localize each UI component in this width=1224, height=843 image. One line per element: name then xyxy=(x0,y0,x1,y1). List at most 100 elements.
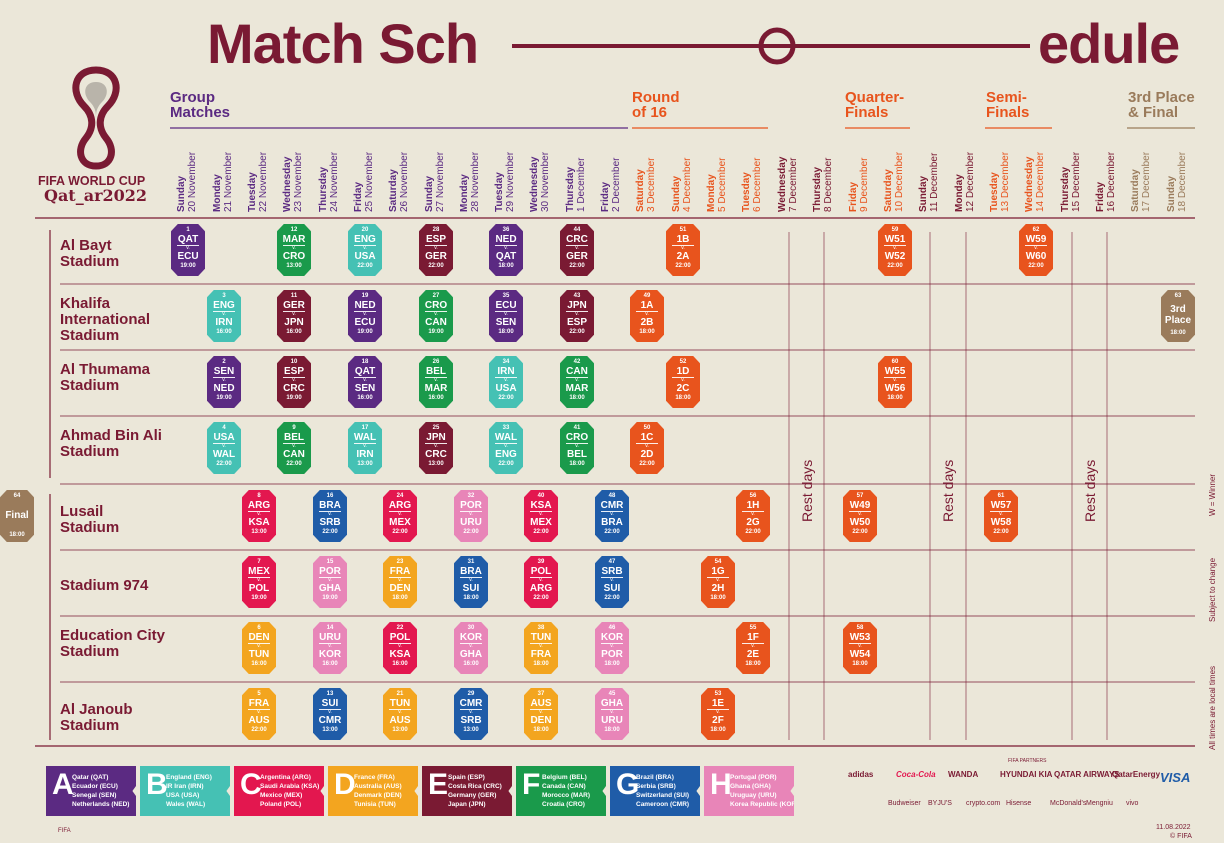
match-card[interactable]: 26 BEL v. MAR 16:00 xyxy=(419,356,453,408)
footer-copyright: © FIFA xyxy=(1170,833,1192,840)
group-team: Korea Republic (KOR) xyxy=(730,801,799,808)
match-card[interactable]: 21 TUN v. AUS 13:00 xyxy=(383,688,417,740)
match-card[interactable]: 59 W51 v. W52 22:00 xyxy=(878,224,912,276)
match-card[interactable]: 25 JPN v. CRC 13:00 xyxy=(419,422,453,474)
match-card[interactable]: 24 ARG v. MEX 22:00 xyxy=(383,490,417,542)
match-card[interactable]: 13 SUI v. CMR 13:00 xyxy=(313,688,347,740)
versus-label: v. xyxy=(495,245,517,251)
versus-label: v. xyxy=(495,311,517,317)
date-day: 30 November xyxy=(540,151,551,212)
date-day: 22 November xyxy=(258,151,269,212)
match-card[interactable]: 54 1G v. 2H 18:00 xyxy=(701,556,735,608)
match-time: 22:00 xyxy=(1028,263,1044,269)
match-card[interactable]: 4 USA v. WAL 22:00 xyxy=(207,422,241,474)
match-card[interactable]: 60 W55 v. W56 18:00 xyxy=(878,356,912,408)
match-time: 19:00 xyxy=(251,595,267,601)
venue-name: Stadium 974 xyxy=(60,577,149,594)
match-card[interactable]: 36 NED v. QAT 18:00 xyxy=(489,224,523,276)
match-card[interactable]: 35 ECU v. SEN 18:00 xyxy=(489,290,523,342)
team-home: W49 xyxy=(849,500,871,511)
match-card[interactable]: 19 NED v. ECU 19:00 xyxy=(348,290,382,342)
match-card[interactable]: 55 1F v. 2E 18:00 xyxy=(736,622,770,674)
match-card[interactable]: 39 POL v. ARG 22:00 xyxy=(524,556,558,608)
match-card[interactable]: 33 WAL v. ENG 22:00 xyxy=(489,422,523,474)
match-card[interactable]: 7 MEX v. POL 19:00 xyxy=(242,556,276,608)
match-card[interactable]: 61 W57 v. W58 22:00 xyxy=(984,490,1018,542)
match-card[interactable]: 3 ENG v. IRN 16:00 xyxy=(207,290,241,342)
title-rail-circle xyxy=(758,27,796,65)
match-card[interactable]: 45 GHA v. URU 18:00 xyxy=(595,688,629,740)
match-card[interactable]: 37 AUS v. DEN 18:00 xyxy=(524,688,558,740)
match-number: 24 xyxy=(396,493,404,499)
match-card[interactable]: 10 ESP v. CRC 19:00 xyxy=(277,356,311,408)
match-card[interactable]: 50 1C v. 2D 22:00 xyxy=(630,422,664,474)
team-home: 1C xyxy=(640,432,654,443)
match-card[interactable]: 9 BEL v. CAN 22:00 xyxy=(277,422,311,474)
match-card[interactable]: 43 JPN v. ESP 22:00 xyxy=(560,290,594,342)
match-time: 22:00 xyxy=(463,529,479,535)
match-card[interactable]: 48 CMR v. BRA 22:00 xyxy=(595,490,629,542)
match-card[interactable]: 8 ARG v. KSA 13:00 xyxy=(242,490,276,542)
match-card[interactable]: 38 TUN v. FRA 18:00 xyxy=(524,622,558,674)
date-day: 9 December xyxy=(859,157,870,212)
team-away: BRA xyxy=(601,517,623,528)
match-card[interactable]: 49 1A v. 2B 18:00 xyxy=(630,290,664,342)
match-card[interactable]: 16 BRA v. SRB 22:00 xyxy=(313,490,347,542)
group-team: Ghana (GHA) xyxy=(730,783,771,790)
match-card[interactable]: 6 DEN v. TUN 16:00 xyxy=(242,622,276,674)
group-team: Ecuador (ECU) xyxy=(72,783,118,790)
match-card[interactable]: 1 QAT v. ECU 19:00 xyxy=(171,224,205,276)
versus-label: v. xyxy=(425,443,447,449)
group-teams: Spain (ESP) Costa Rica (CRC) Germany (GER)… xyxy=(448,773,502,809)
match-card[interactable]: 27 CRO v. CAN 19:00 xyxy=(419,290,453,342)
match-card[interactable]: 29 CMR v. SRB 13:00 xyxy=(454,688,488,740)
team-away: DEN xyxy=(530,715,552,726)
match-time: 22:00 xyxy=(852,529,868,535)
match-number: 6 xyxy=(257,625,261,631)
team-away: W56 xyxy=(884,383,906,394)
date-weekday: Saturday xyxy=(388,169,399,212)
match-card[interactable]: 12 MAR v. CRO 13:00 xyxy=(277,224,311,276)
team-home: W57 xyxy=(990,500,1012,511)
match-card[interactable]: 28 ESP v. GER 22:00 xyxy=(419,224,453,276)
match-card[interactable]: 15 POR v. GHA 19:00 xyxy=(313,556,347,608)
match-card[interactable]: 31 BRA v. SUI 18:00 xyxy=(454,556,488,608)
match-card[interactable]: 30 KOR v. GHA 16:00 xyxy=(454,622,488,674)
match-time: 18:00 xyxy=(392,595,408,601)
match-card[interactable]: 14 URU v. KOR 16:00 xyxy=(313,622,347,674)
match-card[interactable]: 62 W59 v. W60 22:00 xyxy=(1019,224,1053,276)
match-card[interactable]: 40 KSA v. MEX 22:00 xyxy=(524,490,558,542)
match-card[interactable]: 44 CRC v. GER 22:00 xyxy=(560,224,594,276)
venue-name: Ahmad Bin Ali Stadium xyxy=(60,427,162,460)
match-card[interactable]: 51 1B v. 2A 22:00 xyxy=(666,224,700,276)
match-card[interactable]: 64 Final 18:00 xyxy=(0,490,34,542)
match-card[interactable]: 56 1H v. 2G 22:00 xyxy=(736,490,770,542)
match-card[interactable]: 5 FRA v. AUS 22:00 xyxy=(242,688,276,740)
team-away: GHA xyxy=(459,649,483,660)
team-away: CAN xyxy=(283,449,305,460)
versus-label: v. xyxy=(884,245,906,251)
match-number: 22 xyxy=(396,625,404,631)
match-card[interactable]: 52 1D v. 2C 18:00 xyxy=(666,356,700,408)
match-card[interactable]: 2 SEN v. NED 19:00 xyxy=(207,356,241,408)
match-card[interactable]: 17 WAL v. IRN 13:00 xyxy=(348,422,382,474)
group-legend: F Belgium (BEL) Canada (CAN) Morocco (MAR) C… xyxy=(516,766,606,816)
match-card[interactable]: 53 1E v. 2F 18:00 xyxy=(701,688,735,740)
date-day: 24 November xyxy=(329,151,340,212)
match-card[interactable]: 11 GER v. JPN 16:00 xyxy=(277,290,311,342)
match-card[interactable]: 63 3rd Place 18:00 xyxy=(1161,290,1195,342)
match-number: 9 xyxy=(292,425,296,431)
match-card[interactable]: 46 KOR v. POR 18:00 xyxy=(595,622,629,674)
match-card[interactable]: 32 POR v. URU 22:00 xyxy=(454,490,488,542)
match-card[interactable]: 47 SRB v. SUI 22:00 xyxy=(595,556,629,608)
match-card[interactable]: 22 POL v. KSA 16:00 xyxy=(383,622,417,674)
match-card[interactable]: 58 W53 v. W54 18:00 xyxy=(843,622,877,674)
match-card[interactable]: 57 W49 v. W50 22:00 xyxy=(843,490,877,542)
match-card[interactable]: 23 FRA v. DEN 18:00 xyxy=(383,556,417,608)
match-card[interactable]: 34 IRN v. USA 22:00 xyxy=(489,356,523,408)
team-home: W53 xyxy=(849,632,871,643)
match-card[interactable]: 20 ENG v. USA 22:00 xyxy=(348,224,382,276)
match-card[interactable]: 41 CRO v. BEL 18:00 xyxy=(560,422,594,474)
match-card[interactable]: 42 CAN v. MAR 18:00 xyxy=(560,356,594,408)
match-card[interactable]: 18 QAT v. SEN 16:00 xyxy=(348,356,382,408)
